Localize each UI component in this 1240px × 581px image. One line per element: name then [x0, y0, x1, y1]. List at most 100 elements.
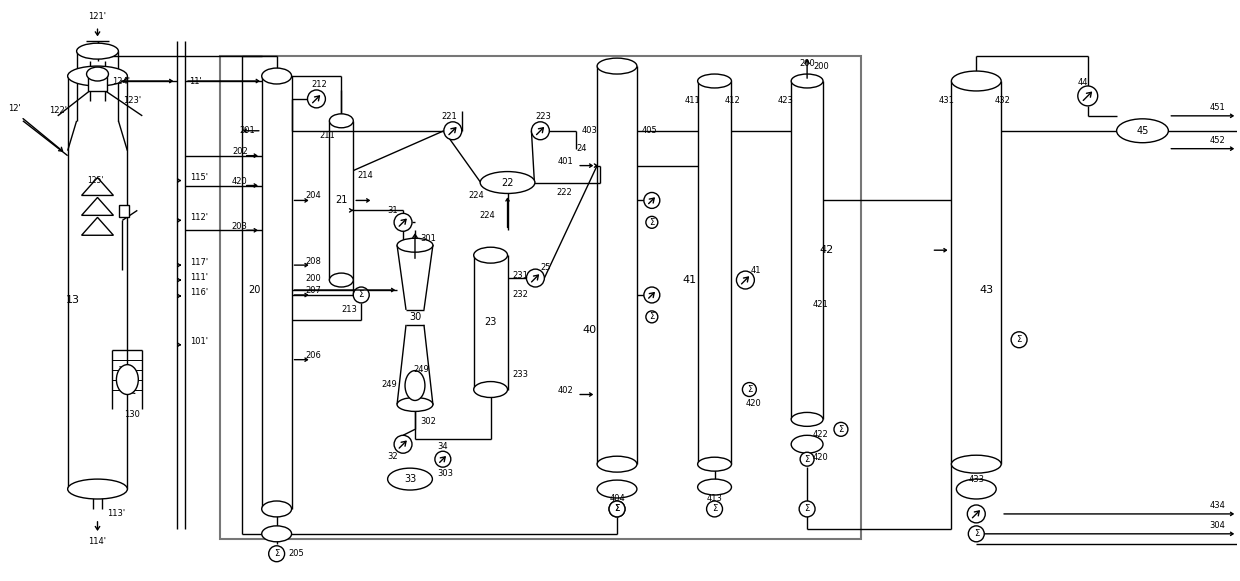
Text: 24: 24 [577, 144, 587, 153]
Text: Σ: Σ [712, 504, 717, 514]
Text: 301: 301 [420, 234, 435, 243]
Text: 130: 130 [124, 410, 140, 419]
Text: 432: 432 [994, 96, 1011, 105]
Ellipse shape [330, 273, 353, 287]
Text: 420: 420 [745, 399, 761, 408]
Text: 233: 233 [512, 370, 528, 379]
Bar [219, 56, 861, 539]
Text: 222: 222 [557, 188, 572, 197]
Text: 420: 420 [232, 177, 248, 186]
Text: 411: 411 [684, 96, 701, 105]
Circle shape [269, 546, 285, 562]
Text: 249: 249 [413, 365, 429, 374]
Text: 211: 211 [320, 131, 335, 140]
Ellipse shape [388, 468, 433, 490]
Text: 224: 224 [480, 211, 496, 220]
Text: 21: 21 [335, 195, 347, 206]
Text: 101': 101' [190, 337, 208, 346]
Ellipse shape [405, 371, 425, 400]
Ellipse shape [791, 435, 823, 453]
Text: 205: 205 [289, 549, 304, 558]
Text: 116': 116' [190, 289, 208, 297]
Text: Σ: Σ [614, 504, 620, 514]
Text: 451: 451 [1209, 103, 1225, 112]
Ellipse shape [598, 456, 637, 472]
Text: 41: 41 [751, 266, 761, 275]
Text: 45: 45 [1136, 125, 1148, 136]
Text: 121': 121' [88, 12, 107, 21]
Ellipse shape [87, 67, 108, 81]
Circle shape [835, 422, 848, 436]
Circle shape [308, 90, 325, 108]
Ellipse shape [791, 74, 823, 88]
Text: 33: 33 [404, 474, 417, 484]
Text: 204: 204 [305, 191, 321, 200]
Ellipse shape [698, 74, 732, 88]
Text: Σ: Σ [1017, 335, 1022, 345]
Text: Σ: Σ [274, 549, 279, 558]
Text: 115': 115' [190, 173, 208, 182]
Text: 302: 302 [420, 417, 435, 426]
Ellipse shape [262, 501, 291, 517]
Ellipse shape [68, 66, 128, 86]
Text: 201: 201 [239, 126, 254, 135]
Text: 23: 23 [485, 317, 497, 327]
Text: 200: 200 [813, 62, 828, 70]
Circle shape [609, 501, 625, 517]
Text: 212: 212 [311, 81, 327, 89]
Text: 207: 207 [305, 286, 321, 296]
Ellipse shape [598, 480, 637, 498]
Circle shape [646, 311, 657, 323]
Circle shape [435, 451, 451, 467]
Text: Σ: Σ [838, 425, 843, 434]
Text: 304: 304 [1209, 521, 1225, 530]
Circle shape [799, 501, 815, 517]
Circle shape [394, 213, 412, 231]
Ellipse shape [956, 479, 996, 499]
Text: Σ: Σ [805, 455, 810, 464]
Text: Σ: Σ [650, 313, 655, 321]
Text: 32: 32 [388, 451, 398, 461]
Text: Σ: Σ [805, 504, 810, 514]
Text: 401: 401 [558, 157, 573, 166]
Ellipse shape [397, 238, 433, 252]
Text: 200: 200 [305, 274, 321, 282]
Text: 112': 112' [190, 213, 208, 222]
Ellipse shape [474, 247, 507, 263]
Text: 20: 20 [248, 285, 260, 295]
Circle shape [743, 382, 756, 396]
Text: 404: 404 [609, 494, 625, 504]
Circle shape [527, 269, 544, 287]
Text: 114': 114' [88, 537, 107, 546]
Text: 452: 452 [1209, 136, 1225, 145]
Text: 213: 213 [341, 306, 357, 314]
Bar [88, 73, 108, 91]
Text: 43: 43 [980, 285, 993, 295]
Text: 232: 232 [512, 290, 528, 299]
Ellipse shape [951, 455, 1001, 473]
Text: 203: 203 [232, 222, 248, 231]
Ellipse shape [698, 457, 732, 471]
Text: 40: 40 [582, 325, 596, 335]
Circle shape [444, 122, 461, 139]
Text: Σ: Σ [358, 290, 363, 299]
Text: 403: 403 [582, 126, 598, 135]
Ellipse shape [1116, 119, 1168, 143]
Ellipse shape [262, 68, 291, 84]
Text: 214: 214 [357, 171, 373, 180]
Ellipse shape [791, 413, 823, 426]
Ellipse shape [117, 365, 139, 394]
Circle shape [967, 505, 986, 523]
Text: 30: 30 [409, 312, 422, 322]
Ellipse shape [698, 479, 732, 495]
Text: 124': 124' [113, 77, 130, 85]
Text: 208: 208 [305, 257, 321, 266]
Text: 421: 421 [813, 300, 828, 310]
Ellipse shape [397, 397, 433, 411]
Text: 11': 11' [188, 77, 202, 85]
Circle shape [644, 287, 660, 303]
Text: 221: 221 [441, 112, 456, 121]
Text: 41: 41 [682, 275, 697, 285]
Text: 44: 44 [1078, 77, 1087, 87]
Circle shape [1078, 86, 1097, 106]
